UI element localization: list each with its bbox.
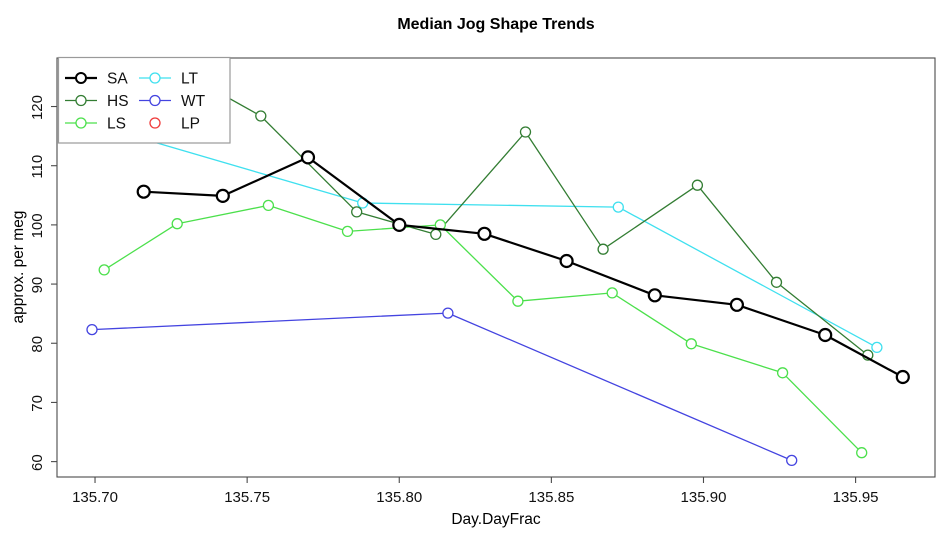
plot-box — [56, 57, 936, 478]
series-LT-point — [612, 201, 624, 213]
series-LS-point — [685, 338, 697, 350]
series-LS-point — [512, 295, 524, 307]
series-LS-point — [98, 264, 110, 276]
series-LS-point — [606, 287, 618, 299]
y-tick-label: 100 — [29, 213, 46, 238]
series-WT-line — [91, 312, 793, 462]
series-LT-point — [871, 341, 883, 354]
x-tick-label: 135.90 — [681, 489, 727, 506]
legend-marker-LT — [149, 72, 161, 84]
series-SA-point — [477, 226, 492, 241]
series-WT — [86, 307, 798, 467]
series-WT-point — [86, 323, 98, 336]
series-HS-point — [430, 228, 442, 241]
legend-marker-WT — [149, 94, 161, 107]
y-tick-label: 60 — [29, 454, 46, 471]
series-SA-point — [136, 184, 151, 199]
series-LS-point — [262, 199, 275, 212]
series-HS-point — [255, 110, 267, 122]
series-LS-point — [171, 218, 183, 230]
series-SA-point — [392, 217, 407, 232]
legend-marker-LS — [75, 117, 87, 129]
series-LT — [101, 122, 883, 354]
series-SA-point — [300, 150, 316, 165]
legend-marker-LP — [149, 117, 161, 129]
series-WT-point — [442, 307, 454, 319]
series-HS-line — [179, 70, 869, 356]
series-SA — [136, 150, 910, 385]
y-axis-label: approx. per meg — [10, 210, 27, 324]
series-WT-point — [786, 454, 798, 467]
series-LS-point — [341, 225, 354, 238]
series-LS-point — [776, 367, 789, 379]
y-tick-label: 80 — [29, 336, 46, 353]
x-axis-label: Day.DayFrac — [451, 511, 541, 528]
legend-marker-HS — [75, 94, 87, 107]
series-SA-point — [559, 253, 574, 269]
legend-label-HS: HS — [107, 93, 129, 110]
series-LT-line — [106, 127, 878, 349]
legend-label-WT: WT — [181, 93, 206, 110]
x-tick-label: 135.70 — [72, 489, 118, 506]
x-tick-label: 135.95 — [833, 489, 879, 506]
series-SA-point — [818, 327, 833, 343]
legend-label-LP: LP — [181, 116, 200, 133]
legend-label-SA: SA — [107, 71, 128, 88]
legend-label-LT: LT — [181, 71, 198, 88]
series-SA-point — [895, 369, 910, 385]
series-SA-point — [215, 188, 230, 203]
series-HS-point — [519, 126, 532, 138]
chart-title: Median Jog Shape Trends — [397, 16, 595, 33]
x-tick-label: 135.85 — [528, 489, 574, 506]
series-HS-point — [597, 243, 609, 255]
x-tick-label: 135.80 — [376, 489, 422, 506]
series-LS-line — [103, 204, 863, 454]
series-HS-point — [691, 179, 704, 191]
y-tick-label: 120 — [29, 95, 46, 120]
legend-marker-SA — [75, 72, 87, 84]
x-tick-label: 135.75 — [224, 489, 270, 506]
series-LS-point — [856, 447, 868, 459]
series-HS-point — [770, 276, 783, 288]
y-tick-label: 90 — [29, 277, 46, 294]
legend: SA HS LS LT WT LP — [57, 56, 231, 144]
series-HS-point — [351, 206, 363, 218]
series-SA-point — [729, 297, 745, 312]
series-SA-point — [647, 288, 662, 303]
legend-label-LS: LS — [107, 116, 126, 133]
y-tick-label: 110 — [29, 155, 46, 179]
y-tick-label: 70 — [29, 395, 46, 412]
series-LS — [98, 199, 868, 459]
series-SA-line — [142, 156, 904, 379]
